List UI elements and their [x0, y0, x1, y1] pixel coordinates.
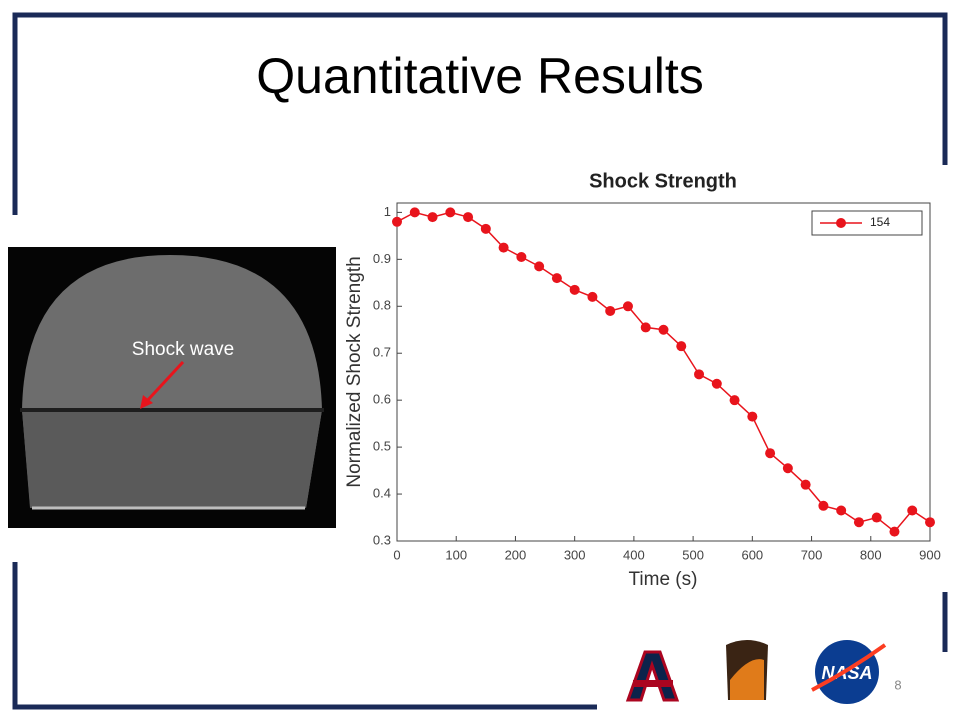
x-tick-label: 600: [741, 547, 763, 562]
data-point: [694, 369, 705, 380]
y-tick-label: 0.9: [373, 251, 391, 266]
data-point: [658, 324, 669, 335]
data-point: [925, 517, 935, 528]
data-point: [445, 207, 456, 218]
x-tick-label: 700: [801, 547, 823, 562]
data-point: [800, 479, 811, 490]
data-point: [409, 207, 420, 218]
x-tick-label: 900: [919, 547, 941, 562]
data-point: [480, 223, 491, 234]
data-point: [569, 284, 580, 295]
y-tick-label: 1: [384, 204, 391, 219]
data-point: [853, 517, 864, 528]
data-point: [427, 212, 438, 223]
data-point: [392, 216, 402, 227]
data-point: [622, 301, 633, 312]
shock-image: Shock wave: [8, 247, 336, 528]
data-point: [534, 261, 545, 272]
x-tick-label: 100: [445, 547, 467, 562]
logos: NASA: [625, 640, 887, 704]
data-point: [587, 291, 598, 302]
image-label: Shock wave: [132, 339, 234, 360]
data-point: [889, 526, 900, 537]
y-tick-label: 0.3: [373, 532, 391, 547]
data-point: [818, 500, 829, 511]
y-tick-label: 0.8: [373, 298, 391, 313]
x-tick-label: 400: [623, 547, 645, 562]
x-tick-label: 500: [682, 547, 704, 562]
data-point: [729, 395, 740, 406]
x-tick-label: 300: [564, 547, 586, 562]
data-point: [765, 448, 776, 459]
legend: 154: [811, 210, 923, 236]
chart-title: Shock Strength: [589, 170, 737, 192]
data-point: [782, 463, 793, 474]
y-axis-label: Normalized Shock Strength: [344, 256, 365, 487]
slide-title: Quantitative Results: [256, 48, 703, 104]
data-point: [640, 322, 651, 333]
x-tick-label: 0: [393, 547, 400, 562]
data-point: [463, 212, 474, 223]
data-point: [605, 305, 616, 316]
legend-label: 154: [870, 215, 890, 229]
plot-frame: [396, 202, 931, 542]
y-tick-label: 0.4: [373, 485, 391, 500]
data-point: [498, 242, 509, 253]
x-tick-label: 200: [505, 547, 527, 562]
y-tick-label: 0.5: [373, 439, 391, 454]
x-axis-label: Time (s): [629, 569, 698, 590]
chart: Shock Strength Time (s) Normalized Shock…: [344, 170, 941, 590]
slide-number: 8: [894, 677, 901, 692]
data-point: [871, 512, 882, 523]
series-line: [396, 211, 931, 533]
x-tick-label: 800: [860, 547, 882, 562]
y-tick-label: 0.7: [373, 345, 391, 360]
data-point: [676, 341, 687, 352]
data-point: [711, 378, 722, 389]
data-point: [516, 251, 527, 262]
data-point: [907, 505, 918, 516]
data-point: [747, 411, 758, 422]
slide-frame: [12, 12, 948, 710]
data-point: [836, 505, 847, 516]
data-point: [551, 273, 562, 284]
y-tick-label: 0.6: [373, 392, 391, 407]
legend-marker: [836, 218, 846, 228]
